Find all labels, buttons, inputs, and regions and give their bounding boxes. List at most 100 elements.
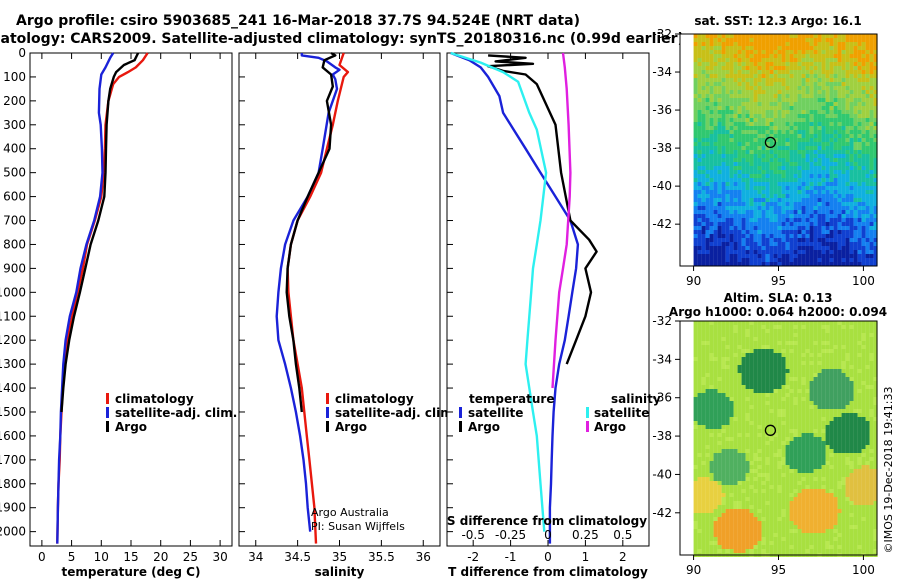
heatmap-cell — [717, 465, 722, 469]
heatmap-cell — [777, 405, 782, 409]
heatmap-cell — [773, 194, 778, 198]
heatmap-cell — [845, 182, 850, 186]
heatmap-cell — [837, 110, 842, 114]
heatmap-cell — [693, 110, 698, 114]
heatmap-cell — [773, 345, 778, 349]
heatmap-cell — [817, 226, 822, 230]
heatmap-cell — [765, 325, 770, 329]
y-tick-label: 1900 — [0, 501, 26, 515]
heatmap-cell — [853, 214, 858, 218]
heatmap-cell — [853, 118, 858, 122]
heatmap-cell — [729, 489, 734, 493]
heatmap-cell — [737, 150, 742, 154]
heatmap-cell — [809, 489, 814, 493]
heatmap-cell — [717, 238, 722, 242]
heatmap-cell — [741, 182, 746, 186]
heatmap-cell — [737, 365, 742, 369]
heatmap-cell — [853, 182, 858, 186]
heatmap-cell — [781, 469, 786, 473]
heatmap-cell — [733, 178, 738, 182]
heatmap-cell — [729, 250, 734, 254]
heatmap-cell — [817, 58, 822, 62]
heatmap-cell — [769, 82, 774, 86]
heatmap-cell — [729, 226, 734, 230]
heatmap-cell — [849, 82, 854, 86]
heatmap-cell — [853, 417, 858, 421]
heatmap-cell — [793, 122, 798, 126]
heatmap-cell — [845, 465, 850, 469]
heatmap-cell — [873, 461, 878, 465]
heatmap-cell — [829, 421, 834, 425]
heatmap-cell — [737, 102, 742, 106]
heatmap-cell — [857, 74, 862, 78]
heatmap-cell — [709, 162, 714, 166]
heatmap-cell — [809, 254, 814, 258]
heatmap-cell — [737, 42, 742, 46]
heatmap-cell — [765, 222, 770, 226]
heatmap-cell — [817, 393, 822, 397]
heatmap-cell — [825, 182, 830, 186]
heatmap-cell — [853, 158, 858, 162]
heatmap-cell — [781, 409, 786, 413]
heatmap-cell — [841, 190, 846, 194]
heatmap-cell — [785, 122, 790, 126]
heatmap-cell — [857, 353, 862, 357]
heatmap-cell — [705, 457, 710, 461]
heatmap-cell — [861, 377, 866, 381]
heatmap-cell — [717, 433, 722, 437]
heatmap-cell — [865, 162, 870, 166]
heatmap-cell — [745, 126, 750, 130]
heatmap-cell — [701, 194, 706, 198]
heatmap-cell — [757, 186, 762, 190]
heatmap-cell — [745, 341, 750, 345]
heatmap-cell — [821, 54, 826, 58]
heatmap-cell — [793, 254, 798, 258]
heatmap-cell — [865, 90, 870, 94]
heatmap-cell — [833, 405, 838, 409]
heatmap-cell — [769, 465, 774, 469]
heatmap-cell — [753, 457, 758, 461]
heatmap-cell — [753, 385, 758, 389]
heatmap-cell — [805, 369, 810, 373]
heatmap-cell — [833, 218, 838, 222]
heatmap-cell — [825, 178, 830, 182]
heatmap-cell — [709, 429, 714, 433]
heatmap-cell — [773, 393, 778, 397]
heatmap-cell — [809, 493, 814, 497]
heatmap-cell — [865, 146, 870, 150]
heatmap-cell — [789, 42, 794, 46]
heatmap-cell — [813, 461, 818, 465]
heatmap-cell — [765, 469, 770, 473]
heatmap-cell — [717, 46, 722, 50]
heatmap-cell — [765, 473, 770, 477]
heatmap-cell — [777, 170, 782, 174]
plot-frame — [29, 52, 233, 547]
heatmap-cell — [721, 186, 726, 190]
heatmap-cell — [805, 393, 810, 397]
heatmap-cell — [777, 34, 782, 38]
heatmap-cell — [853, 329, 858, 333]
heatmap-cell — [841, 345, 846, 349]
heatmap-cell — [713, 238, 718, 242]
heatmap-cell — [849, 122, 854, 126]
heatmap-cell — [869, 349, 874, 353]
heatmap-cell — [709, 90, 714, 94]
heatmap-cell — [837, 146, 842, 150]
heatmap-cell — [709, 381, 714, 385]
heatmap-cell — [829, 58, 834, 62]
heatmap-cell — [869, 190, 874, 194]
heatmap-cell — [853, 501, 858, 505]
heatmap-cell — [813, 158, 818, 162]
heatmap-cell — [785, 433, 790, 437]
heatmap-cell — [769, 130, 774, 134]
heatmap-cell — [825, 218, 830, 222]
heatmap-cell — [713, 473, 718, 477]
heatmap-cell — [765, 38, 770, 42]
heatmap-cell — [853, 345, 858, 349]
heatmap-cell — [781, 477, 786, 481]
heatmap-cell — [789, 321, 794, 325]
heatmap-cell — [841, 182, 846, 186]
heatmap-cell — [781, 433, 786, 437]
heatmap-cell — [793, 345, 798, 349]
heatmap-cell — [829, 130, 834, 134]
